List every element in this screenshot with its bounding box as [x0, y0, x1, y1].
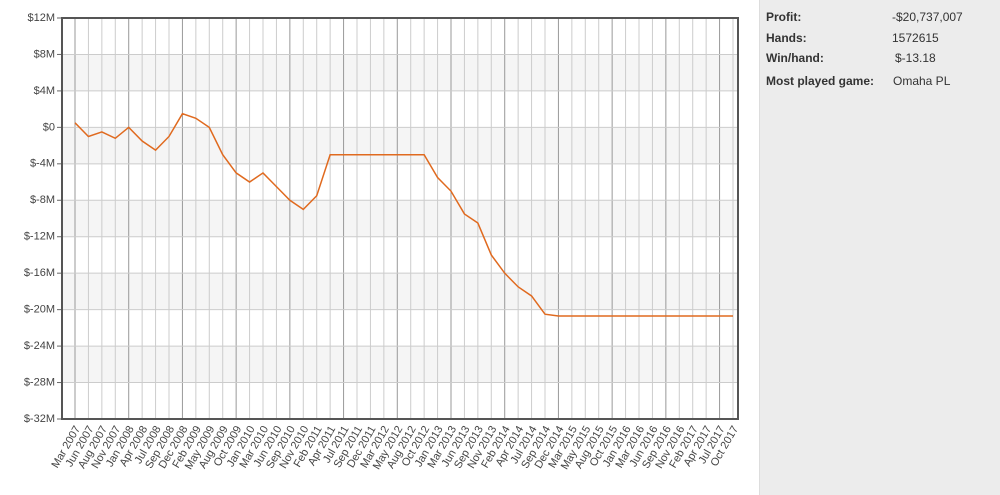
stat-label: Most played game:: [766, 74, 875, 88]
y-tick-label: $0: [43, 121, 55, 133]
y-tick-label: $-8M: [30, 194, 55, 206]
y-tick-label: $12M: [27, 12, 55, 24]
stat-value: -$20,737,007: [892, 10, 963, 24]
band: [62, 273, 738, 310]
stat-label: Hands:: [766, 31, 807, 45]
stat-value: $-13.18: [895, 51, 936, 65]
stat-value: 1572615: [892, 31, 939, 45]
y-tick-label: $8M: [34, 48, 55, 60]
band: [62, 346, 738, 383]
stat-label: Profit:: [766, 10, 802, 24]
band: [62, 200, 738, 237]
y-tick-label: $-24M: [24, 340, 55, 352]
stat-label: Win/hand:: [766, 51, 824, 65]
y-tick-label: $4M: [34, 85, 55, 97]
stats-panel: Profit: -$20,737,007 Hands: 1572615 Win/hand…: [759, 0, 1000, 495]
series-line: [74, 112, 733, 317]
band: [62, 127, 738, 164]
y-tick-label: $-28M: [24, 376, 55, 388]
band: [62, 54, 738, 91]
y-tick-label: $-16M: [24, 267, 55, 279]
y-tick-label: $-32M: [24, 413, 55, 425]
plot-border: [61, 17, 739, 420]
y-tick-label: $-20M: [24, 304, 55, 316]
y-tick-label: $-4M: [30, 158, 55, 170]
stat-value: Omaha PL: [893, 74, 951, 88]
y-tick-label: $-12M: [24, 231, 55, 243]
